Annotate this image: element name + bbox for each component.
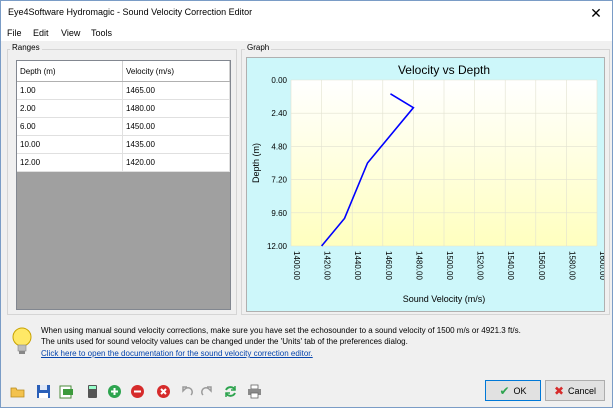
x-axis-label: Sound Velocity (m/s) [403,294,486,304]
y-tick-label: 0.00 [271,76,287,85]
x-tick-labels: 1400.00 1420.00 1440.00 1460.00 1480.00 1500.… [292,251,607,280]
x-tick-label: 1520.00 [476,251,485,280]
table-row[interactable]: 6.00 1450.00 [17,118,230,136]
graph-label: Graph [245,43,272,52]
grid-lines [290,79,598,247]
y-axis-label: Depth (m) [251,143,261,183]
cell-velocity[interactable]: 1420.00 [123,154,230,171]
delete-icon[interactable] [156,384,171,399]
cell-depth[interactable]: 2.00 [17,100,123,117]
velocity-depth-chart: Velocity vs Depth Sound Velocity (m/s) D… [251,63,607,304]
table-row[interactable]: 2.00 1480.00 [17,100,230,118]
info-text-velocity: When using manual sound velocity correct… [41,326,521,335]
x-tick-label: 1500.00 [445,251,454,280]
y-tick-label: 12.00 [267,242,288,251]
cell-depth[interactable]: 12.00 [17,154,123,171]
x-tick-label: 1580.00 [567,251,576,280]
y-tick-label: 2.40 [271,109,287,118]
info-panel: When using manual sound velocity correct… [4,319,610,364]
menu-edit[interactable]: Edit [33,28,49,38]
menu-file[interactable]: File [7,28,22,38]
x-tick-label: 1440.00 [353,251,362,280]
x-tick-label: 1460.00 [384,251,393,280]
x-tick-label: 1480.00 [414,251,423,280]
cancel-label: Cancel [568,385,597,396]
checkmark-icon: ✔ [499,383,510,398]
undo-icon[interactable] [180,384,195,399]
documentation-link[interactable]: Click here to open the documentation for… [41,349,313,358]
menu-tools[interactable]: Tools [91,28,113,38]
window-title: Eye4Software Hydromagic - Sound Velocity… [8,7,253,17]
graph-group [241,49,610,315]
add-icon[interactable] [107,384,122,399]
save-icon[interactable] [36,384,51,399]
lightbulb-icon [12,327,32,354]
series-line [320,93,415,247]
table-row[interactable]: 12.00 1420.00 [17,154,230,172]
x-tick-label: 1420.00 [323,251,332,280]
ranges-table[interactable]: Depth (m) Velocity (m/s) 1.00 1465.00 2.… [16,60,231,310]
x-tick-label: 1560.00 [537,251,546,280]
y-tick-labels: 0.00 2.40 4.80 7.20 9.60 12.00 [267,76,288,251]
column-header-velocity[interactable]: Velocity (m/s) [123,61,230,81]
table-row[interactable]: 10.00 1435.00 [17,136,230,154]
ranges-group [7,49,237,315]
cell-depth[interactable]: 1.00 [17,82,123,99]
refresh-icon[interactable] [223,384,238,399]
y-tick-label: 4.80 [271,142,287,151]
redo-icon[interactable] [199,384,214,399]
cell-velocity[interactable]: 1450.00 [123,118,230,135]
x-tick-label: 1600.00 [598,251,604,280]
cell-velocity[interactable]: 1480.00 [123,100,230,117]
open-folder-icon[interactable] [10,384,25,399]
info-text-units: The units used for sound velocity values… [41,337,408,346]
table-row[interactable]: 1.00 1465.00 [17,82,230,100]
y-tick-label: 7.20 [271,176,287,185]
velocity-series [320,93,415,247]
chart-panel: Velocity vs Depth Sound Velocity (m/s) D… [246,57,607,312]
export-icon[interactable] [59,384,74,399]
cell-velocity[interactable]: 1465.00 [123,82,230,99]
cell-depth[interactable]: 6.00 [17,118,123,135]
ranges-label: Ranges [10,43,42,52]
ok-label: OK [513,385,527,396]
menu-bar: File Edit View Tools [1,25,612,41]
close-icon[interactable]: ✕ [590,5,602,21]
calculator-icon[interactable] [85,384,100,399]
title-bar: Eye4Software Hydromagic - Sound Velocity… [1,1,612,25]
x-tick-label: 1540.00 [506,251,515,280]
cross-icon: ✖ [553,383,565,398]
x-tick-label: 1400.00 [292,251,301,280]
print-icon[interactable] [247,384,262,399]
ok-button[interactable]: ✔ OK [485,380,541,401]
cancel-button[interactable]: ✖ Cancel [545,380,605,401]
cell-velocity[interactable]: 1435.00 [123,136,230,153]
cell-depth[interactable]: 10.00 [17,136,123,153]
menu-view[interactable]: View [61,28,81,38]
bottom-toolbar [1,379,481,403]
remove-icon[interactable] [130,384,145,399]
table-header: Depth (m) Velocity (m/s) [17,61,230,82]
y-tick-label: 9.60 [271,209,287,218]
chart-title: Velocity vs Depth [398,63,490,77]
column-header-depth[interactable]: Depth (m) [17,61,123,81]
